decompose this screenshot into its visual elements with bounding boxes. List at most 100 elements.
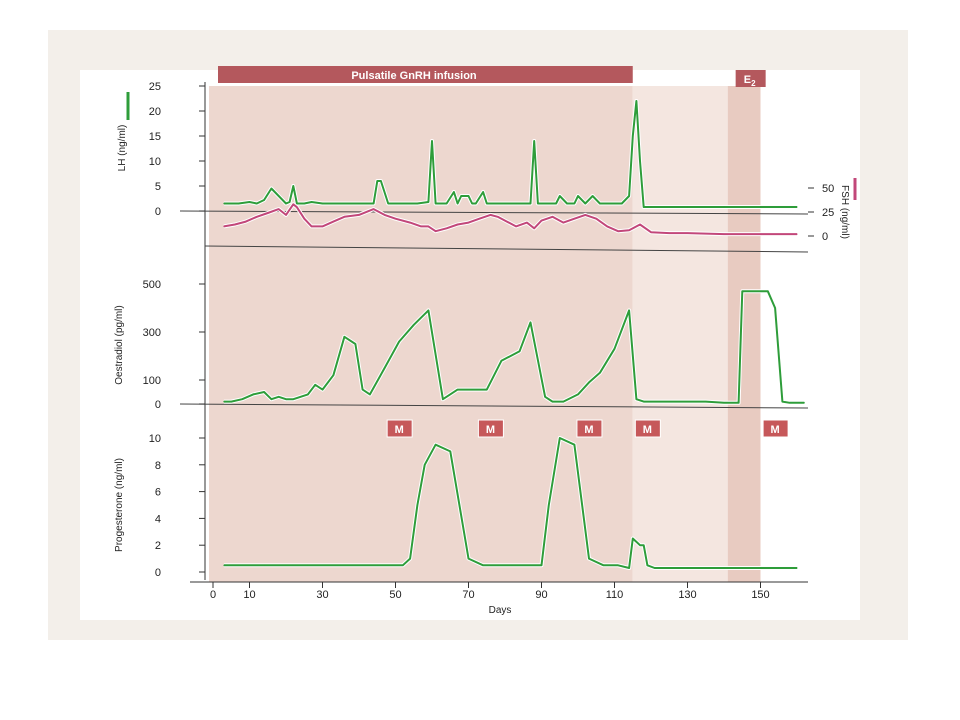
y-tick-label: 6 bbox=[155, 487, 161, 499]
y-tick-label: 300 bbox=[143, 327, 161, 339]
fsh-point bbox=[639, 223, 641, 226]
fsh-point bbox=[409, 221, 411, 224]
oestradiol-point bbox=[263, 391, 265, 393]
fsh-point bbox=[245, 221, 247, 223]
fsh-point bbox=[796, 233, 798, 235]
lh-point bbox=[643, 206, 645, 208]
menses-marker-box bbox=[762, 419, 789, 438]
progesterone-point bbox=[409, 558, 411, 560]
progesterone-point bbox=[628, 567, 630, 569]
oestradiol-point bbox=[398, 341, 400, 343]
oestradiol-point bbox=[369, 393, 371, 395]
menses-marker-label: M bbox=[486, 424, 495, 436]
progesterone-point bbox=[796, 567, 798, 569]
e2-bar: E2 bbox=[735, 70, 766, 88]
progesterone-point bbox=[416, 504, 418, 506]
progesterone-point bbox=[497, 564, 499, 566]
lh-point bbox=[566, 202, 568, 205]
oestradiol-point bbox=[500, 360, 502, 362]
fsh-point bbox=[584, 214, 586, 216]
lh-point bbox=[723, 206, 725, 208]
lh-point bbox=[522, 202, 524, 205]
oestradiol-point bbox=[803, 402, 805, 404]
oestradiol-point bbox=[705, 401, 707, 403]
lh-point bbox=[628, 195, 630, 197]
lh-point bbox=[310, 201, 313, 203]
y-tick-label: 10 bbox=[149, 433, 161, 445]
lh-point bbox=[332, 202, 335, 205]
x-tick-label: 130 bbox=[678, 589, 696, 601]
fsh-point bbox=[343, 216, 345, 218]
y-tick-label: 5 bbox=[155, 181, 161, 193]
fsh-point bbox=[223, 225, 225, 227]
fsh-point bbox=[446, 227, 448, 229]
oestradiol-point bbox=[723, 402, 725, 404]
progesterone-point bbox=[391, 564, 393, 566]
progesterone-point bbox=[278, 564, 280, 566]
lh-point bbox=[544, 202, 546, 205]
oestradiol-point bbox=[362, 389, 364, 391]
lh-point bbox=[263, 199, 265, 201]
oestradiol-point bbox=[241, 398, 243, 400]
infusion-bar: Pulsatile GnRH infusion bbox=[218, 66, 633, 83]
menses-marker-label: M bbox=[584, 424, 593, 436]
lh-point bbox=[504, 202, 506, 205]
lh-point bbox=[686, 206, 689, 208]
lh-point bbox=[621, 202, 623, 205]
fsh-point bbox=[394, 218, 397, 220]
progesterone-point bbox=[237, 564, 240, 566]
fsh-point bbox=[497, 216, 499, 218]
progesterone-point bbox=[529, 564, 532, 566]
fsh-point bbox=[551, 216, 554, 218]
progesterone-point bbox=[340, 564, 342, 566]
oestradiol-point bbox=[529, 321, 532, 323]
progesterone-point bbox=[467, 558, 470, 560]
oestradiol-point bbox=[774, 307, 776, 309]
progesterone-point bbox=[449, 450, 451, 452]
lh-point bbox=[237, 202, 240, 205]
progesterone-point bbox=[778, 567, 780, 569]
fsh-point bbox=[456, 223, 459, 226]
lh-point bbox=[759, 206, 762, 208]
y-tick-label: 500 bbox=[143, 279, 161, 291]
lh-point bbox=[435, 202, 437, 205]
lh-point bbox=[584, 202, 586, 205]
lh-point bbox=[482, 191, 484, 193]
oestradiol-point bbox=[252, 393, 254, 395]
oestradiol-point bbox=[781, 401, 784, 403]
fsh-point bbox=[526, 221, 528, 224]
fsh-point bbox=[628, 229, 630, 231]
oestradiol-point bbox=[471, 389, 473, 391]
oestradiol-point bbox=[577, 393, 579, 395]
lh-point bbox=[278, 195, 280, 197]
menses-marker-box bbox=[576, 419, 603, 438]
progesterone-point bbox=[424, 464, 426, 466]
lh-point bbox=[453, 191, 455, 193]
oestradiol-point bbox=[748, 290, 751, 292]
oestradiol-point bbox=[300, 396, 302, 398]
lh-point bbox=[555, 202, 557, 205]
lh-point bbox=[380, 180, 382, 182]
lh-point bbox=[431, 140, 433, 142]
fsh-y-tick-label: 0 bbox=[822, 231, 828, 243]
oestradiol-point bbox=[588, 381, 590, 383]
oestradiol-point bbox=[686, 401, 689, 403]
fsh-point bbox=[595, 218, 597, 220]
lh-point bbox=[467, 195, 470, 197]
lh-point bbox=[321, 202, 324, 205]
oestradiol-point bbox=[628, 309, 630, 311]
oestradiol-point bbox=[562, 401, 565, 403]
progesterone-point bbox=[654, 567, 656, 569]
x-tick-label: 50 bbox=[389, 589, 401, 601]
x-tick-label: 90 bbox=[535, 589, 547, 601]
lh-point bbox=[475, 202, 477, 205]
e2-label: E2 bbox=[744, 74, 756, 88]
fsh-point bbox=[668, 232, 670, 234]
oestradiol-point bbox=[314, 384, 316, 386]
fsh-point bbox=[296, 206, 298, 208]
fsh-baseline bbox=[204, 245, 809, 253]
y-axis-label-2: Oestradiol (pg/ml) bbox=[114, 305, 125, 384]
progesterone-point bbox=[540, 564, 543, 566]
